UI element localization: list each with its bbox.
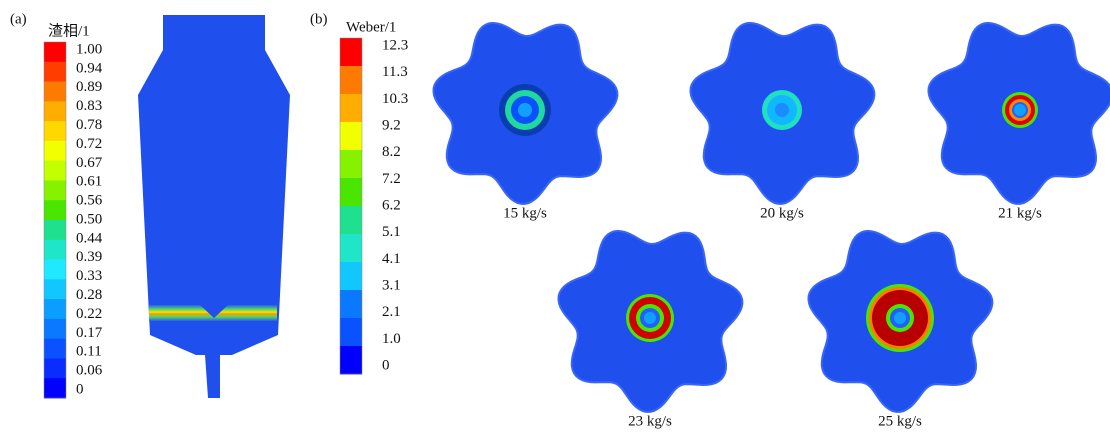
color-swatch <box>340 290 362 319</box>
colorbar-label: 0.28 <box>76 287 102 303</box>
color-swatch <box>340 262 362 291</box>
colorbar-label: 0.44 <box>76 230 103 246</box>
contour-ring <box>775 103 789 117</box>
contours: 15 kg/s 20 kg/s 21 kg/s 23 kg/s 25 kg/s <box>434 23 1110 430</box>
colorbar-label: 4.1 <box>382 251 401 267</box>
colorbar-label: 5.1 <box>382 224 401 240</box>
color-swatch <box>340 122 362 151</box>
colorbar-label: 7.2 <box>382 171 401 187</box>
color-swatch <box>340 66 362 95</box>
colorbar-label: 2.1 <box>382 304 401 320</box>
colorbar-title: 渣相/1 <box>48 22 90 39</box>
case-caption: 20 kg/s <box>760 205 804 221</box>
contour-ring <box>1014 104 1026 116</box>
color-swatch <box>44 260 66 280</box>
colorbar-label: 0.17 <box>76 325 103 341</box>
color-swatch <box>340 178 362 207</box>
colorbar-label: 0.94 <box>76 60 103 76</box>
color-swatch <box>44 240 66 260</box>
color-swatch <box>44 279 66 299</box>
colorbar-label: 0.06 <box>76 363 103 379</box>
contour-ring <box>644 312 656 324</box>
color-swatch <box>44 62 66 82</box>
colorbar-label: 0.50 <box>76 211 102 227</box>
color-swatch <box>44 82 66 102</box>
case-caption: 25 kg/s <box>878 413 922 429</box>
colorbar-label: 3.1 <box>382 277 401 293</box>
color-swatch <box>44 339 66 359</box>
contour-ring <box>894 312 906 324</box>
color-swatch <box>340 38 362 67</box>
contour-ring <box>518 103 532 117</box>
colorbar-label: 0.78 <box>76 117 102 133</box>
colorbar-label: 0 <box>382 357 390 373</box>
color-swatch <box>44 378 66 398</box>
color-swatch <box>44 141 66 161</box>
colorbar-label: 9.2 <box>382 117 401 133</box>
case-caption: 21 kg/s <box>998 205 1042 221</box>
colorbar-label: 0.56 <box>76 193 103 209</box>
color-swatch <box>44 200 66 220</box>
color-swatch <box>44 319 66 339</box>
color-swatch <box>44 220 66 240</box>
figure: (a) 渣相/1 (b) Weber/1 1.000.940.890.830.7… <box>0 0 1110 432</box>
colorbar-label: 0 <box>76 381 84 397</box>
colorbar-label: 12.3 <box>382 37 408 53</box>
colorbar-label: 11.3 <box>382 64 408 80</box>
colorbar-label: 0.89 <box>76 79 102 95</box>
color-swatch <box>44 180 66 200</box>
colorbar-label: 0.72 <box>76 136 102 152</box>
colorbar-label: 0.22 <box>76 306 102 322</box>
color-swatch <box>44 358 66 378</box>
colorbar-label: 0.11 <box>76 344 102 360</box>
colorbar-label: 0.67 <box>76 155 103 171</box>
colorbar-label: 0.61 <box>76 174 102 190</box>
tundish <box>138 15 290 398</box>
panel-label: (a) <box>10 11 27 27</box>
color-swatch <box>340 206 362 235</box>
color-swatch <box>44 299 66 319</box>
colorbar-label: 0.39 <box>76 249 102 265</box>
color-swatch <box>340 346 362 375</box>
colorbar-label: 1.0 <box>382 331 401 347</box>
color-swatch <box>44 161 66 181</box>
color-swatch <box>340 150 362 179</box>
colorbar-title: Weber/1 <box>346 19 396 35</box>
colorbar-label: 0.83 <box>76 98 102 114</box>
color-swatch <box>340 94 362 123</box>
color-swatch <box>44 121 66 141</box>
color-swatch <box>44 101 66 121</box>
color-swatch <box>340 318 362 347</box>
colorbar-label: 0.33 <box>76 268 102 284</box>
colorbar-label: 1.00 <box>76 41 102 57</box>
case-caption: 23 kg/s <box>628 413 672 429</box>
colorbar-label: 8.2 <box>382 144 401 160</box>
colorbar-label: 6.2 <box>382 197 401 213</box>
color-swatch <box>44 42 66 62</box>
panel-label: (b) <box>310 11 328 27</box>
color-swatch <box>340 234 362 263</box>
case-caption: 15 kg/s <box>503 205 547 221</box>
colorbar-label: 10.3 <box>382 91 408 107</box>
